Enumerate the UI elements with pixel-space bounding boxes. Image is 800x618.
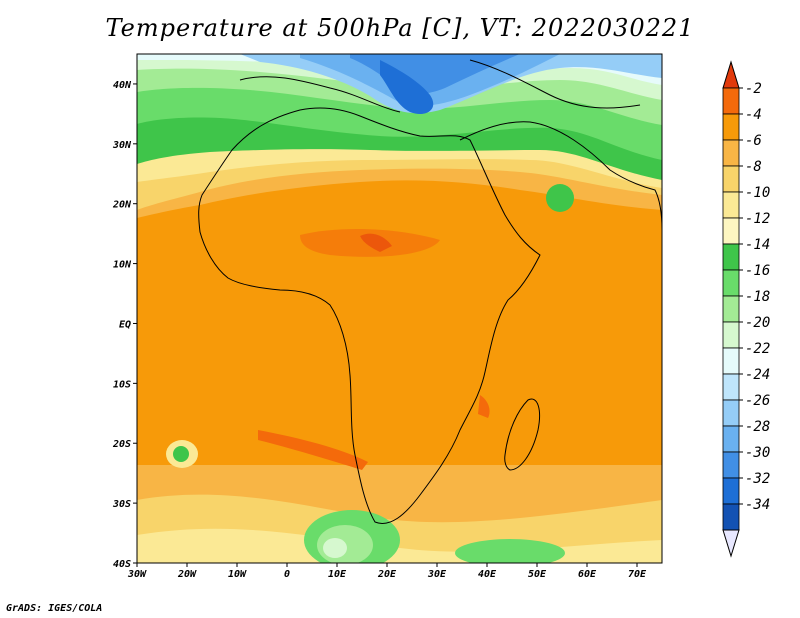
colorbar-label: -6 bbox=[745, 133, 762, 149]
cold-blob-south-indian bbox=[455, 539, 565, 563]
colorbar-top-arrow bbox=[722, 60, 740, 89]
axis-ticks: 30W 20W 10W 0 10E 20E 30E 40E 50E 60E 70E 40N 30N 20N… bbox=[112, 80, 647, 580]
lon-tick-label: 10E bbox=[328, 569, 347, 580]
coastlines bbox=[198, 59, 662, 524]
lat-tick-label: 20N bbox=[112, 200, 132, 211]
colorbar-label: -14 bbox=[745, 237, 770, 253]
colorbar-label: -26 bbox=[745, 393, 770, 409]
colorbar-swatch bbox=[722, 425, 740, 453]
lon-tick-label: 70E bbox=[628, 569, 647, 580]
lon-tick-label: 40E bbox=[478, 569, 497, 580]
lat-tick-label: EQ bbox=[119, 319, 131, 330]
lon-tick-label: 20E bbox=[377, 569, 397, 580]
colorbar-label: -28 bbox=[745, 419, 770, 435]
lat-tick-label: 30S bbox=[112, 499, 131, 510]
colorbar-swatch bbox=[722, 113, 740, 141]
colorbar-swatch bbox=[722, 191, 740, 219]
lon-tick-label: 50E bbox=[528, 569, 547, 580]
colorbar-label: -8 bbox=[745, 159, 762, 175]
lat-tick-label: 30N bbox=[112, 140, 132, 151]
colorbar-swatch bbox=[722, 347, 740, 375]
coastline-asia bbox=[469, 59, 641, 109]
credit-text: GrADS: IGES/COLA bbox=[6, 603, 103, 614]
coastline-mediterranean bbox=[239, 76, 401, 113]
lon-tick-label: 30W bbox=[127, 569, 147, 580]
colorbar-swatch bbox=[722, 477, 740, 505]
colorbar-swatch bbox=[722, 295, 740, 323]
coastline-madagascar bbox=[504, 398, 541, 471]
cold-blob-west-atlantic-core bbox=[173, 446, 189, 462]
colorbar-swatch bbox=[722, 451, 740, 479]
colorbar-label: -32 bbox=[745, 471, 770, 487]
colorbar-label: -10 bbox=[745, 185, 770, 201]
colorbar-label: -22 bbox=[745, 341, 770, 357]
colorbar-swatch bbox=[722, 139, 740, 167]
colorbar-label: -2 bbox=[745, 81, 762, 97]
colorbar-label: -18 bbox=[745, 289, 770, 305]
cold-blob-south-atlantic-center bbox=[323, 538, 347, 558]
lat-tick-label: 40N bbox=[113, 80, 132, 91]
colorbar-swatch bbox=[722, 373, 740, 401]
lon-tick-label: 30E bbox=[427, 569, 447, 580]
colorbar-bottom-arrow bbox=[722, 529, 740, 558]
cold-trough-inner bbox=[350, 54, 520, 94]
lon-tick-label: 0 bbox=[284, 569, 290, 580]
colorbar-label: -12 bbox=[745, 211, 770, 227]
coastline-africa bbox=[198, 107, 541, 524]
colorbar-swatch bbox=[722, 399, 740, 427]
map-title: Temperature at 500hPa [C], VT: 202203022… bbox=[105, 14, 695, 42]
cold-trough-core bbox=[380, 60, 434, 115]
colorbar-label: -24 bbox=[745, 367, 770, 383]
colorbar-swatch bbox=[722, 217, 740, 245]
lon-tick-label: 20W bbox=[177, 569, 197, 580]
lat-tick-label: 40S bbox=[113, 559, 131, 570]
colorbar-label: -30 bbox=[745, 445, 770, 461]
lat-tick-label: 10N bbox=[113, 260, 132, 271]
cool-patch-arabia bbox=[546, 184, 574, 212]
colorbar-label: -16 bbox=[745, 263, 770, 279]
lon-tick-label: 10W bbox=[228, 569, 247, 580]
warm-region-central bbox=[300, 228, 440, 257]
colorbar-swatch bbox=[722, 321, 740, 349]
colorbar-swatch bbox=[722, 269, 740, 297]
warm-patch-mozambique bbox=[478, 395, 490, 418]
warm-streak-south bbox=[258, 430, 368, 470]
colorbar-swatch bbox=[722, 87, 740, 115]
lon-tick-label: 60E bbox=[578, 569, 597, 580]
colorbar: -2 -4 -6 -8 -10 -12 -14 -16 -18 -20 -22 -24 -26 -28 -3… bbox=[722, 60, 770, 558]
colorbar-swatch bbox=[722, 503, 740, 531]
colorbar-swatch bbox=[722, 243, 740, 271]
colorbar-label: -20 bbox=[745, 315, 770, 331]
colorbar-label: -34 bbox=[745, 497, 770, 513]
lat-tick-label: 20S bbox=[112, 439, 131, 450]
colorbar-label: -4 bbox=[745, 107, 762, 123]
temperature-field bbox=[137, 54, 662, 563]
colorbar-swatch bbox=[722, 165, 740, 193]
lat-tick-label: 10S bbox=[113, 379, 131, 390]
coastline-arabia bbox=[459, 121, 662, 231]
plot-frame bbox=[136, 53, 663, 564]
